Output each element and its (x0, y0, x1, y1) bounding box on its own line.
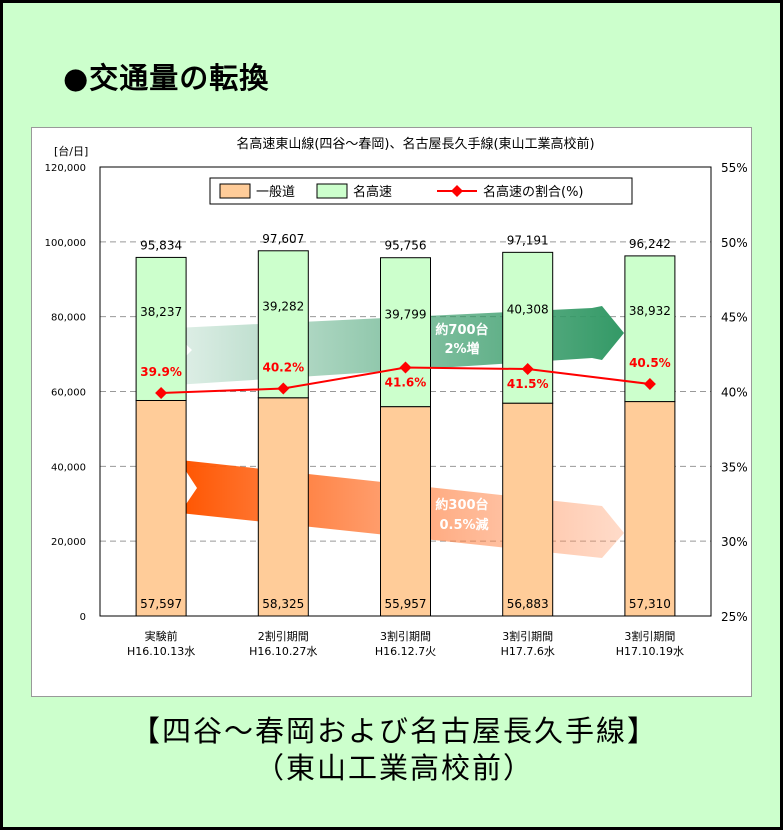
y-tick-label: 60,000 (51, 388, 86, 399)
ratio-label: 41.5% (507, 377, 549, 391)
bar-ippandou (380, 406, 431, 617)
legend-label-ratio: 名高速の割合(%) (483, 184, 584, 200)
total-label: 95,756 (385, 239, 427, 253)
ratio-label: 41.6% (385, 376, 427, 390)
y-axis-label: [台/日] (54, 144, 88, 158)
legend-marker-ratio (451, 185, 463, 197)
legend-box (209, 177, 633, 205)
y2-tick-label: 55% (721, 161, 748, 175)
category-label: 3割引期間 (380, 629, 431, 643)
value-label-ippandou: 56,883 (507, 597, 549, 611)
bar-meikousoku (135, 256, 187, 401)
y-tick-label: 120,000 (45, 163, 86, 174)
total-label: 97,191 (507, 233, 549, 247)
ratio-marker (277, 382, 290, 395)
ratio-label: 40.5% (629, 356, 671, 370)
value-label-ippandou: 57,597 (140, 597, 182, 611)
category-date-label: H16.10.13水 (127, 645, 195, 658)
category-label: 2割引期間 (258, 629, 309, 643)
ratio-marker (521, 363, 534, 376)
value-label-ippandou: 58,325 (262, 597, 304, 611)
y2-tick-label: 35% (721, 460, 748, 474)
total-label: 96,242 (629, 237, 671, 251)
value-label-ippandou: 55,957 (385, 597, 427, 611)
annotation-decrease-count: 約300台 (435, 497, 488, 513)
ratio-label: 39.9% (140, 365, 182, 379)
y2-tick-label: 30% (721, 535, 748, 549)
ratio-label: 40.2% (262, 361, 304, 375)
y-tick-label: 20,000 (51, 537, 86, 548)
value-label-meikousoku: 39,799 (385, 307, 427, 321)
y2-tick-label: 25% (721, 610, 748, 624)
caption-line1: 【四谷～春岡および名古屋長久手線】 (130, 714, 658, 748)
value-label-ippandou: 57,310 (629, 597, 671, 611)
total-label: 95,834 (140, 238, 182, 252)
category-date-label: H17.10.19水 (616, 645, 684, 658)
bar-ippandou (257, 397, 309, 617)
chart-title: 名高速東山線(四谷～春岡)、名古屋長久手線(東山工業高校前) (236, 136, 594, 152)
category-label: 実験前 (145, 629, 178, 643)
bar-meikousoku (380, 257, 431, 408)
bar-ippandou (624, 401, 676, 617)
chart-area: 名高速東山線(四谷～春岡)、名古屋長久手線(東山工業高校前) [台/日] 0 20,0… (31, 127, 752, 697)
category-date-label: H16.12.7火 (375, 645, 436, 658)
y2-tick-label: 40% (721, 386, 748, 400)
y-tick-label: 100,000 (45, 238, 86, 249)
bar-ippandou (502, 402, 554, 617)
y-tick-label: 80,000 (51, 313, 86, 324)
legend-label-ippandou: 一般道 (256, 184, 295, 200)
value-label-meikousoku: 38,932 (629, 304, 671, 318)
y2-tick-label: 45% (721, 311, 748, 325)
y-tick-label: 40,000 (51, 462, 86, 473)
value-label-meikousoku: 39,282 (262, 300, 304, 314)
total-label: 97,607 (262, 232, 304, 246)
legend-swatch-meikousoku (316, 183, 348, 199)
value-label-meikousoku: 38,237 (140, 305, 182, 319)
category-label: 3割引期間 (624, 629, 675, 643)
category-date-label: H17.7.6水 (501, 645, 555, 658)
value-label-meikousoku: 40,308 (507, 303, 549, 317)
traffic-chart: 名高速東山線(四谷～春岡)、名古屋長久手線(東山工業高校前) [台/日] 0 20,0… (45, 136, 748, 658)
category-date-label: H16.10.27水 (249, 645, 317, 658)
legend-swatch-ippandou (219, 183, 251, 199)
bar-ippandou (135, 399, 187, 617)
legend-label-meikousoku: 名高速 (353, 184, 392, 200)
ratio-marker (399, 361, 412, 374)
page-heading: ●交通量の転換 (63, 61, 270, 95)
annotation-increase-count: 約700台 (435, 322, 488, 338)
ratio-marker (643, 378, 656, 391)
y2-tick-label: 50% (721, 236, 748, 250)
caption-line2: （東山工業高校前） (254, 751, 534, 785)
ratio-marker (155, 386, 168, 399)
y-tick-label: 0 (80, 612, 86, 623)
bar-meikousoku (502, 251, 554, 404)
annotation-decrease-pct: 0.5%減 (439, 517, 488, 533)
bar-meikousoku (257, 250, 309, 399)
category-label: 3割引期間 (502, 629, 553, 643)
bar-meikousoku (624, 255, 676, 403)
annotation-increase-pct: 2%増 (444, 341, 479, 357)
